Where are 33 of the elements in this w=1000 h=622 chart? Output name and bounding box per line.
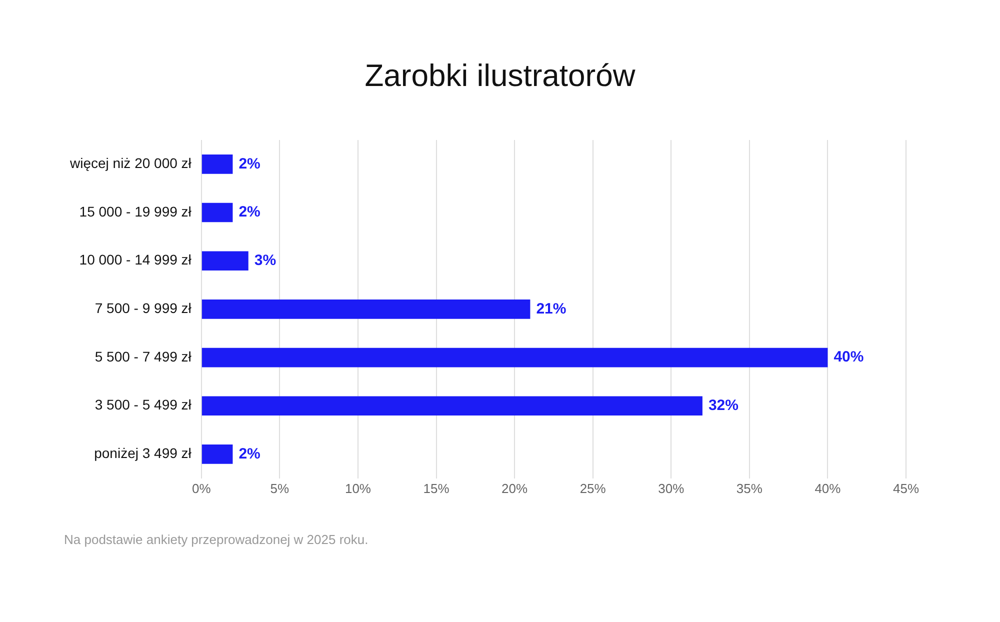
x-tick-label: 45% — [892, 480, 920, 496]
data-label: 2% — [238, 445, 260, 462]
y-tick-label: 7 500 - 9 999 zł — [94, 300, 192, 316]
data-label: 21% — [536, 300, 566, 318]
data-label: 32% — [708, 397, 738, 414]
x-tick-label: 5% — [270, 480, 290, 496]
x-tick-label: 20% — [502, 480, 528, 496]
x-tick-label: 0% — [192, 480, 212, 496]
y-tick-label: 15 000 - 19 999 zł — [79, 203, 192, 220]
bar — [202, 348, 828, 368]
x-tick-label: 30% — [658, 480, 685, 496]
bar — [202, 300, 530, 319]
x-tick-label: 35% — [736, 480, 763, 496]
x-tick-label: 40% — [814, 480, 842, 496]
y-tick-label: poniżej 3 499 zł — [94, 445, 192, 462]
text: Na podstawie ankiety przeprowadzonej w 2025 roku. — [64, 532, 368, 547]
bar — [202, 444, 233, 464]
chart-title: Zarobki ilustratorów — [364, 58, 636, 94]
data-label: 40% — [834, 348, 864, 366]
bar — [202, 396, 702, 416]
bar — [202, 154, 233, 174]
data-label: 2% — [238, 155, 260, 172]
x-tick-label: 25% — [580, 480, 606, 496]
y-tick-label: 10 000 - 14 999 zł — [79, 252, 192, 268]
data-label: 3% — [254, 252, 276, 269]
y-tick-label: 3 500 - 5 499 zł — [94, 396, 192, 413]
data-label: 2% — [238, 204, 260, 221]
y-tick-label: więcej niż 20 000 zł — [68, 155, 192, 172]
x-tick-label: 10% — [344, 480, 372, 496]
y-tick-label: 5 500 - 7 499 zł — [94, 348, 192, 364]
x-tick-label: 15% — [423, 480, 450, 496]
bar — [202, 251, 248, 271]
bar — [202, 202, 233, 222]
